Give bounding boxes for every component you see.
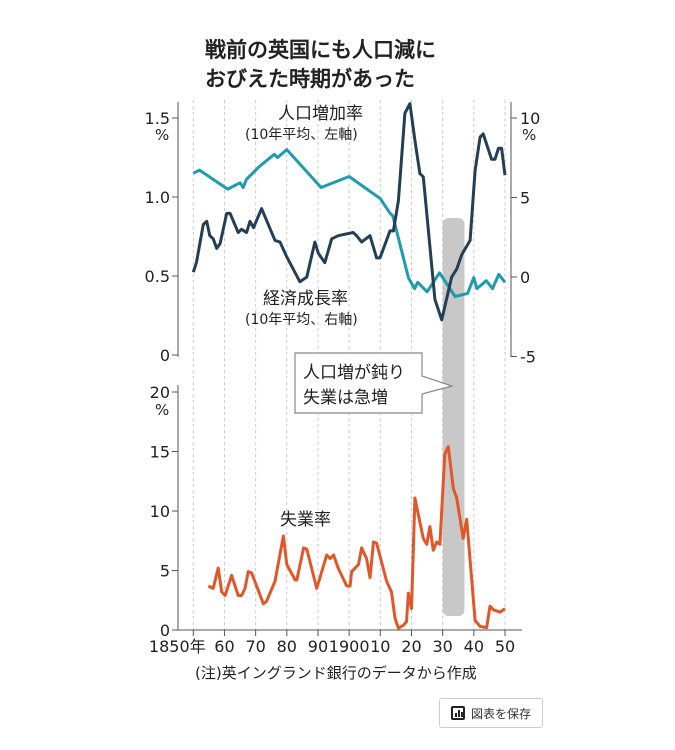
right-tick-label: 5 (520, 189, 530, 208)
x-tick-label: 90 (308, 637, 328, 656)
x-tick-label: 60 (214, 637, 234, 656)
x-tick-label: 70 (245, 637, 265, 656)
right-tick-label: 10 (520, 109, 540, 128)
unemployment-tick-label: 5 (160, 562, 170, 581)
right-tick-label: 0 (520, 268, 530, 287)
unemployment-tick-label: 10 (150, 502, 170, 521)
x-tick-label: 10 (370, 637, 390, 656)
right-tick-label: -5 (520, 348, 536, 367)
save-chart-label: 図表を保存 (470, 706, 531, 721)
highlight-band (442, 218, 465, 616)
legend-growth: 経済成長率 (263, 289, 348, 309)
left-unit: % (155, 126, 169, 144)
source-note: (注)英イングランド銀行のデータから作成 (195, 664, 477, 682)
legend-growth-note: (10年平均、右軸) (245, 312, 358, 328)
left-tick-label: 1.5 (145, 109, 170, 128)
economic-growth-line (191, 102, 507, 322)
title-line-2: おびえた時期があった (205, 67, 415, 91)
x-tick-label: 1900 (329, 637, 370, 656)
unemployment-tick-label: 15 (150, 443, 170, 462)
left-tick-label: 0 (160, 346, 170, 365)
legend-population-note: (10年平均、左軸) (245, 127, 358, 143)
unemployment-tick-label: 20 (150, 383, 170, 402)
callout-line-2: 失業は急増 (303, 388, 388, 408)
unemployment-unit: % (155, 401, 169, 419)
legend-unemployment: 失業率 (280, 510, 331, 530)
x-tick-label: 1850年 (149, 637, 206, 656)
population-growth-line (192, 148, 507, 298)
legend-population: 人口増加率 (278, 104, 363, 124)
bar-chart-icon (450, 706, 465, 720)
callout: 人口増が鈍り 失業は急増 (294, 352, 455, 414)
save-chart-button[interactable]: 図表を保存 (439, 698, 543, 728)
unemployment-line (207, 445, 506, 630)
x-tick-label: 30 (432, 637, 452, 656)
x-tick-label: 80 (277, 637, 297, 656)
callout-line-1: 人口増が鈍り (303, 363, 405, 383)
right-unit: % (522, 126, 536, 144)
x-tick-label: 40 (464, 637, 484, 656)
unemployment-tick-label: 0 (160, 621, 170, 640)
title-line-1: 戦前の英国にも人口減に (205, 38, 436, 62)
left-tick-label: 1.0 (145, 188, 170, 207)
x-tick-label: 50 (495, 637, 515, 656)
x-tick-label: 20 (401, 637, 421, 656)
left-tick-label: 0.5 (145, 267, 170, 286)
